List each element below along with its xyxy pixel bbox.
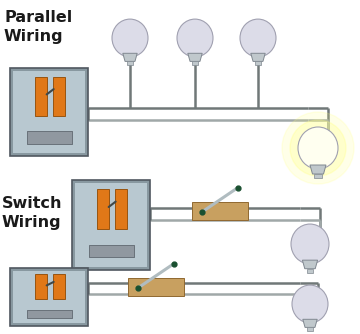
Bar: [128, 278, 184, 296]
Polygon shape: [188, 53, 202, 61]
Polygon shape: [302, 260, 318, 269]
Bar: [89, 245, 134, 258]
Polygon shape: [251, 53, 265, 61]
Ellipse shape: [112, 19, 148, 57]
Ellipse shape: [292, 285, 328, 323]
Ellipse shape: [298, 127, 338, 169]
Bar: [192, 61, 198, 65]
Bar: [72, 180, 150, 270]
Bar: [314, 174, 321, 178]
Bar: [127, 61, 133, 65]
Bar: [35, 274, 47, 299]
Bar: [10, 268, 88, 326]
Ellipse shape: [177, 19, 213, 57]
Bar: [10, 68, 88, 156]
Bar: [307, 269, 314, 273]
Bar: [13, 271, 85, 323]
Bar: [192, 202, 248, 220]
Bar: [27, 310, 72, 318]
Bar: [255, 61, 261, 65]
Bar: [115, 189, 127, 228]
Text: Switch
Wiring: Switch Wiring: [2, 196, 63, 230]
Polygon shape: [123, 53, 137, 61]
Bar: [97, 189, 109, 228]
Text: Parallel
Wiring: Parallel Wiring: [4, 10, 72, 44]
Bar: [53, 77, 64, 116]
Ellipse shape: [291, 224, 329, 264]
Bar: [307, 327, 313, 331]
Bar: [27, 131, 72, 144]
Bar: [35, 77, 47, 116]
Circle shape: [290, 120, 346, 176]
Polygon shape: [310, 165, 326, 174]
Bar: [13, 71, 85, 153]
Bar: [75, 183, 147, 267]
Polygon shape: [303, 319, 317, 327]
Bar: [53, 274, 64, 299]
Ellipse shape: [240, 19, 276, 57]
Circle shape: [282, 112, 354, 184]
